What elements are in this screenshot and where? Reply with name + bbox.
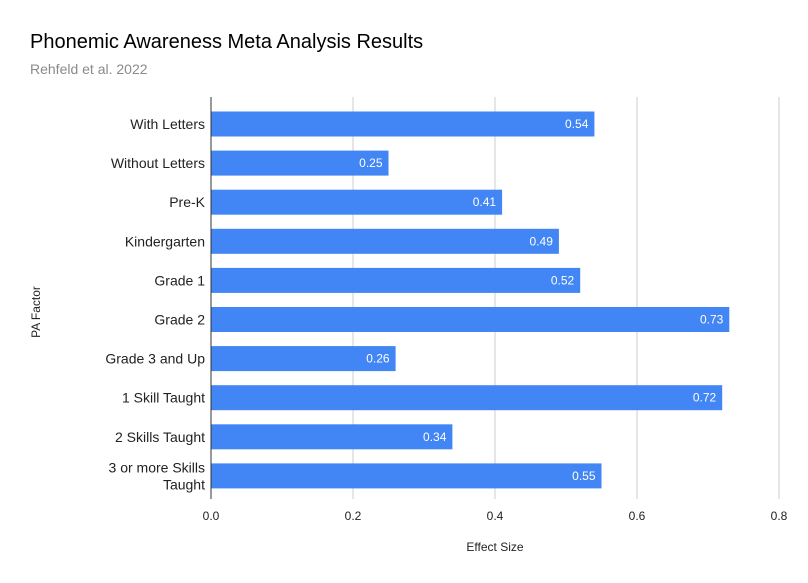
x-tick-label: 0.8 bbox=[771, 509, 788, 523]
bar-value-label: 0.55 bbox=[572, 469, 596, 483]
bar bbox=[211, 424, 453, 450]
bar bbox=[211, 346, 396, 372]
bar bbox=[211, 267, 581, 293]
category-label: Taught bbox=[163, 476, 205, 492]
bar bbox=[211, 463, 602, 489]
bar-value-label: 0.73 bbox=[700, 313, 724, 327]
bar bbox=[211, 111, 595, 137]
bar-value-label: 0.54 bbox=[565, 117, 589, 131]
bar-value-label: 0.52 bbox=[551, 273, 575, 287]
bar bbox=[211, 228, 559, 254]
bar-value-label: 0.41 bbox=[473, 195, 497, 209]
bar-value-label: 0.25 bbox=[359, 156, 383, 170]
chart-title: Phonemic Awareness Meta Analysis Results bbox=[30, 31, 423, 53]
x-tick-label: 0.2 bbox=[345, 509, 362, 523]
x-tick-label: 0.0 bbox=[203, 509, 220, 523]
category-label: Pre-K bbox=[169, 194, 205, 210]
bar-value-label: 0.49 bbox=[530, 234, 554, 248]
x-tick-label: 0.4 bbox=[487, 509, 504, 523]
category-label: 2 Skills Taught bbox=[115, 429, 205, 445]
bar bbox=[211, 189, 503, 215]
category-label: Kindergarten bbox=[125, 233, 205, 249]
bar-value-label: 0.72 bbox=[693, 391, 717, 405]
bar-value-label: 0.26 bbox=[366, 352, 390, 366]
category-label: Without Letters bbox=[111, 155, 205, 171]
category-labels: With Letters Without Letters Pre-K Kinderga… bbox=[105, 116, 205, 492]
bar bbox=[211, 150, 389, 176]
x-tick-label: 0.6 bbox=[629, 509, 646, 523]
bar bbox=[211, 385, 723, 411]
chart-subtitle: Rehfeld et al. 2022 bbox=[30, 61, 148, 77]
y-axis-title: PA Factor bbox=[29, 286, 43, 338]
x-axis-title: Effect Size bbox=[466, 540, 523, 554]
category-label: With Letters bbox=[130, 116, 205, 132]
x-tick-labels: 0.0 0.2 0.4 0.6 0.8 bbox=[203, 509, 788, 523]
category-label: Grade 3 and Up bbox=[105, 351, 205, 367]
category-label: 3 or more Skills bbox=[109, 459, 205, 475]
category-label: Grade 1 bbox=[154, 272, 205, 288]
category-label: Grade 2 bbox=[154, 312, 205, 328]
bars: 0.54 0.25 0.41 0.49 0.52 0.73 0.26 0.72 0.34 0.55 bbox=[211, 111, 730, 489]
bar bbox=[211, 307, 730, 332]
bar-value-label: 0.34 bbox=[423, 430, 447, 444]
category-label: 1 Skill Taught bbox=[122, 390, 205, 406]
